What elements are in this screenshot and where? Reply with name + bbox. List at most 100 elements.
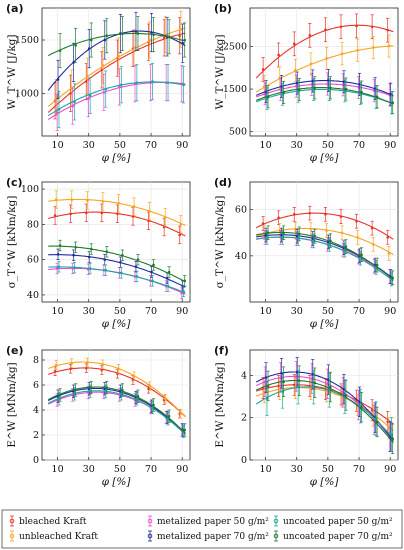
data-point-unbleached_kraft: [101, 200, 105, 203]
data-point-uncoated_70: [313, 234, 317, 238]
data-point-bleached_kraft: [339, 25, 343, 29]
x-tick-label: 90: [384, 464, 396, 475]
data-point-unbleached_kraft: [371, 46, 375, 49]
data-point-uncoated_70: [282, 91, 285, 94]
data-point-uncoated_50: [166, 81, 170, 84]
plot-frame: [41, 349, 191, 461]
legend-marker-icon: [147, 518, 153, 524]
x-tick-label: 90: [384, 140, 396, 151]
data-point-bleached_kraft: [355, 219, 358, 223]
panel-b: 10 30 50 70 90 500 1500 2500 (b) φ [%] W_T^W [J/kg…: [214, 2, 399, 164]
legend: bleached Kraft metalized paper 50 g/m² unc…: [1, 509, 403, 549]
data-point-uncoated_70: [375, 420, 379, 424]
data-point-bleached_kraft: [261, 68, 265, 71]
x-axis-label: φ [%]: [310, 476, 340, 488]
x-tick-label: 10: [52, 306, 64, 317]
data-point-bleached_kraft: [147, 387, 150, 391]
fit-curve-metalized_70: [255, 80, 394, 97]
x-tick-label: 50: [322, 464, 334, 475]
fit-curve-uncoated_70: [48, 245, 186, 283]
x-tick-label: 70: [145, 464, 157, 475]
data-point-uncoated_70: [297, 379, 301, 382]
data-point-uncoated_70: [89, 247, 93, 251]
data-point-bleached_kraft: [53, 369, 57, 373]
data-point-bleached_kraft: [277, 384, 280, 388]
data-point-uncoated_70: [329, 385, 332, 389]
data-point-metalized_70: [103, 258, 107, 261]
series-group: [255, 13, 395, 115]
x-tick-label: 30: [291, 464, 303, 475]
data-point-bleached_kraft: [84, 80, 88, 83]
data-point-metalized_70: [134, 265, 138, 269]
data-point-bleached_kraft: [53, 214, 57, 217]
data-point-bleached_kraft: [386, 236, 390, 239]
data-point-unbleached_kraft: [132, 205, 136, 209]
data-point-uncoated_70: [136, 32, 140, 35]
x-tick-label: 30: [83, 306, 95, 317]
data-point-uncoated_50: [374, 417, 378, 421]
data-point-bleached_kraft: [386, 28, 390, 32]
legend-marker-icon: [273, 518, 279, 524]
y-tick-label: 2: [33, 430, 39, 441]
data-point-uncoated_70: [152, 403, 155, 407]
data-point-metalized_70: [181, 41, 184, 45]
fit-curve-uncoated_50: [256, 236, 394, 282]
data-point-uncoated_50: [57, 265, 61, 269]
y-tick-label: 8: [33, 355, 39, 366]
data-point-uncoated_50: [390, 433, 393, 436]
data-point-uncoated_50: [104, 268, 108, 272]
data-point-metalized_70: [72, 61, 75, 64]
data-point-uncoated_70: [74, 388, 77, 392]
data-point-bleached_kraft: [178, 34, 182, 38]
data-point-unbleached_kraft: [387, 44, 391, 48]
data-point-metalized_50: [86, 97, 90, 100]
y-tick-label: 0: [33, 455, 39, 466]
data-point-bleached_kraft: [292, 213, 296, 216]
data-point-metalized_70: [134, 30, 138, 33]
data-point-metalized_50: [102, 90, 106, 94]
data-point-unbleached_kraft: [70, 198, 74, 201]
data-point-unbleached_kraft: [340, 52, 344, 55]
data-point-unbleached_kraft: [54, 363, 58, 367]
panel-label: (a): [6, 2, 23, 15]
data-point-uncoated_50: [88, 94, 92, 97]
data-point-uncoated_50: [166, 284, 170, 288]
data-point-bleached_kraft: [277, 216, 280, 220]
legend-label: uncoated paper 50 g/m²: [283, 517, 393, 527]
data-point-uncoated_50: [104, 87, 108, 91]
panel-label: (c): [6, 176, 23, 189]
data-point-uncoated_50: [359, 256, 362, 260]
data-point-bleached_kraft: [100, 68, 104, 72]
data-point-bleached_kraft: [69, 92, 72, 95]
data-point-uncoated_70: [89, 386, 93, 389]
data-point-uncoated_70: [152, 33, 155, 36]
data-point-metalized_70: [87, 47, 91, 50]
data-point-uncoated_70: [136, 258, 140, 261]
data-point-unbleached_kraft: [387, 252, 391, 255]
data-point-uncoated_70: [375, 263, 379, 267]
data-point-metalized_50: [71, 104, 74, 108]
data-point-uncoated_70: [360, 90, 363, 94]
y-tick-label: 4: [33, 405, 39, 416]
y-tick-label: 1000: [15, 88, 39, 99]
data-point-uncoated_70: [329, 86, 332, 90]
fit-curve-uncoated_50: [48, 266, 186, 294]
data-point-uncoated_70: [375, 95, 379, 99]
data-point-uncoated_70: [391, 276, 395, 280]
data-point-unbleached_kraft: [101, 363, 105, 366]
data-point-uncoated_50: [119, 271, 123, 275]
data-point-uncoated_70: [183, 279, 187, 283]
data-point-metalized_70: [119, 260, 122, 264]
data-point-uncoated_50: [265, 236, 269, 239]
panel-a: 10 30 50 70 90 1000 1500 (a) φ [%] W_T^W [J/kg]: [6, 2, 191, 164]
data-point-uncoated_50: [343, 248, 347, 252]
data-point-uncoated_70: [74, 44, 77, 47]
series-group: [255, 357, 395, 455]
data-point-metalized_50: [180, 291, 184, 295]
data-point-uncoated_70: [183, 38, 187, 42]
x-tick-label: 30: [291, 306, 303, 317]
data-point-uncoated_70: [360, 405, 363, 409]
x-tick-label: 10: [260, 306, 272, 317]
y-tick-label: 60: [235, 205, 247, 216]
panel-label: (f): [214, 344, 229, 357]
